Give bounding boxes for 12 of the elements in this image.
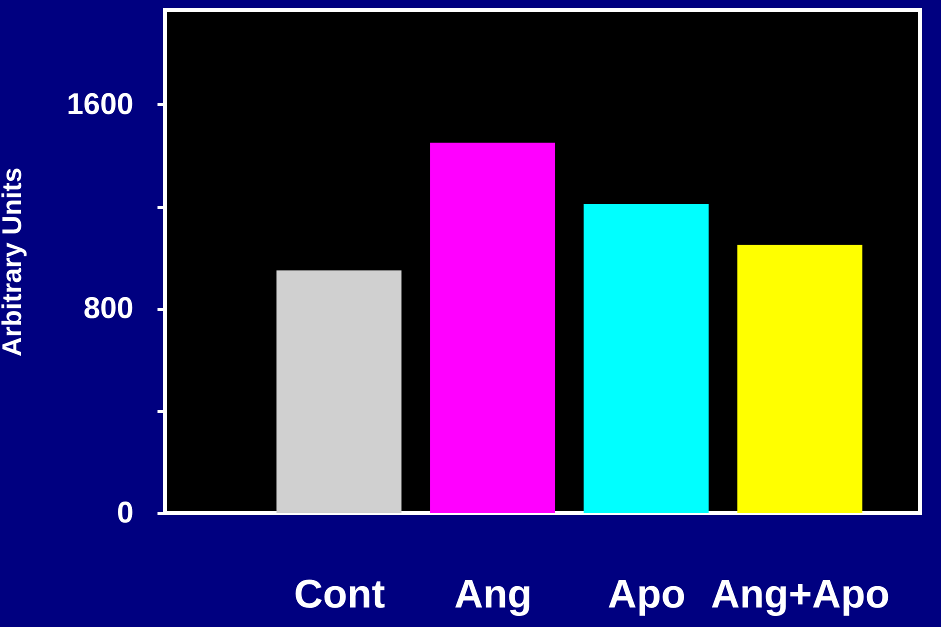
- y-tick-label: 800: [83, 292, 134, 326]
- y-tick-label: 1600: [66, 88, 134, 121]
- x-tick-label: Cont: [294, 572, 386, 616]
- bar: [737, 244, 862, 513]
- y-axis-title: Arbitrary Units: [0, 167, 27, 357]
- x-tick-label: Ang+Apo: [710, 572, 890, 616]
- y-tick-label: 0: [116, 496, 134, 530]
- bar: [584, 204, 709, 513]
- bar: [430, 142, 556, 513]
- x-tick-label: Apo: [608, 572, 686, 616]
- bar: [276, 270, 402, 513]
- x-tick-label: Ang: [454, 572, 532, 616]
